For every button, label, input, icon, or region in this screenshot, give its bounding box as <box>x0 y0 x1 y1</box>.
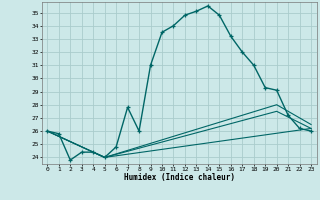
X-axis label: Humidex (Indice chaleur): Humidex (Indice chaleur) <box>124 173 235 182</box>
